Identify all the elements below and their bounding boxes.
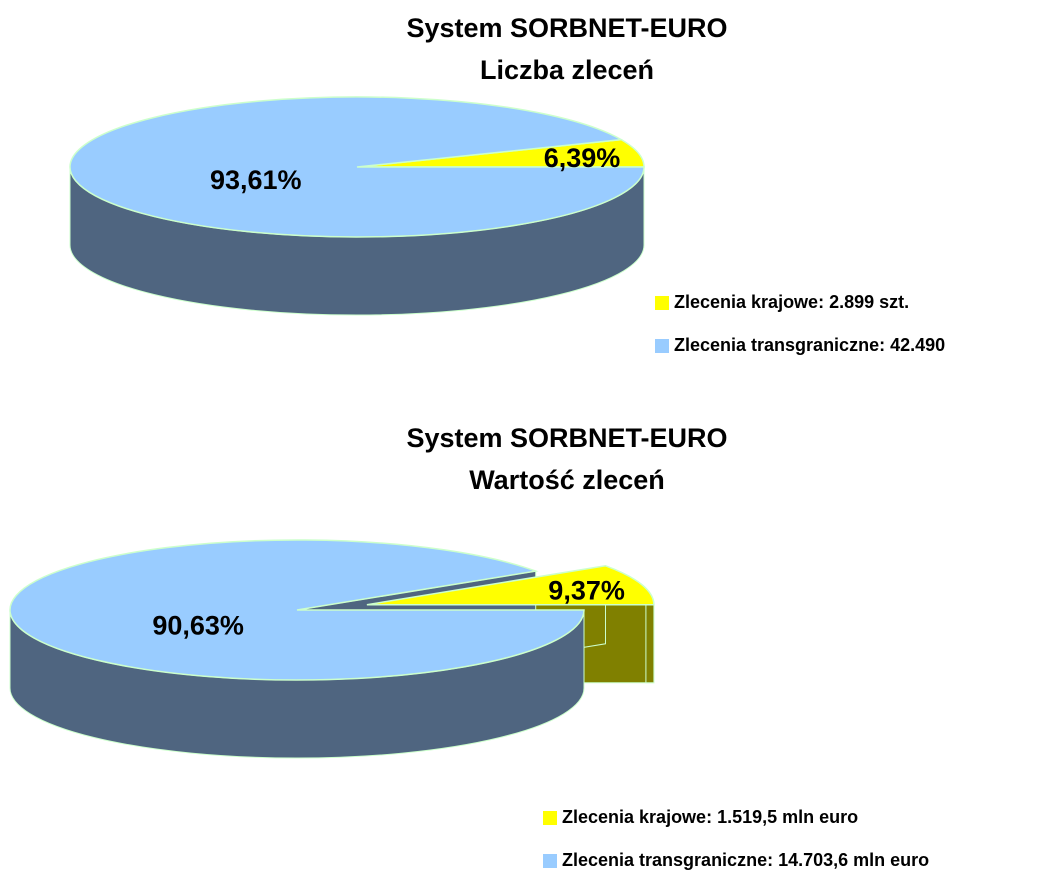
chart-title: Liczba zleceń xyxy=(480,55,654,85)
slice xyxy=(9,539,585,681)
chart-title: System SORBNET-EURO xyxy=(406,423,727,453)
legend-swatch xyxy=(655,296,669,310)
legend-label: Zlecenia transgraniczne: 14.703,6 mln eu… xyxy=(562,850,929,870)
chart-title: System SORBNET-EURO xyxy=(406,13,727,43)
slice xyxy=(69,96,645,238)
data-label: 93,61% xyxy=(210,165,302,195)
slice-side xyxy=(645,604,655,684)
legend-label: Zlecenia transgraniczne: 42.490 xyxy=(674,335,945,355)
data-label: 90,63% xyxy=(152,610,244,640)
slice xyxy=(366,565,655,606)
data-label: 6,39% xyxy=(544,143,621,173)
legend-swatch xyxy=(655,339,669,353)
legend-swatch xyxy=(543,811,557,825)
chart-title: Wartość zleceń xyxy=(469,465,665,495)
legend-label: Zlecenia krajowe: 2.899 szt. xyxy=(674,292,909,312)
legend-swatch xyxy=(543,854,557,868)
data-label: 9,37% xyxy=(548,576,625,606)
legend-label: Zlecenia krajowe: 1.519,5 mln euro xyxy=(562,807,858,827)
